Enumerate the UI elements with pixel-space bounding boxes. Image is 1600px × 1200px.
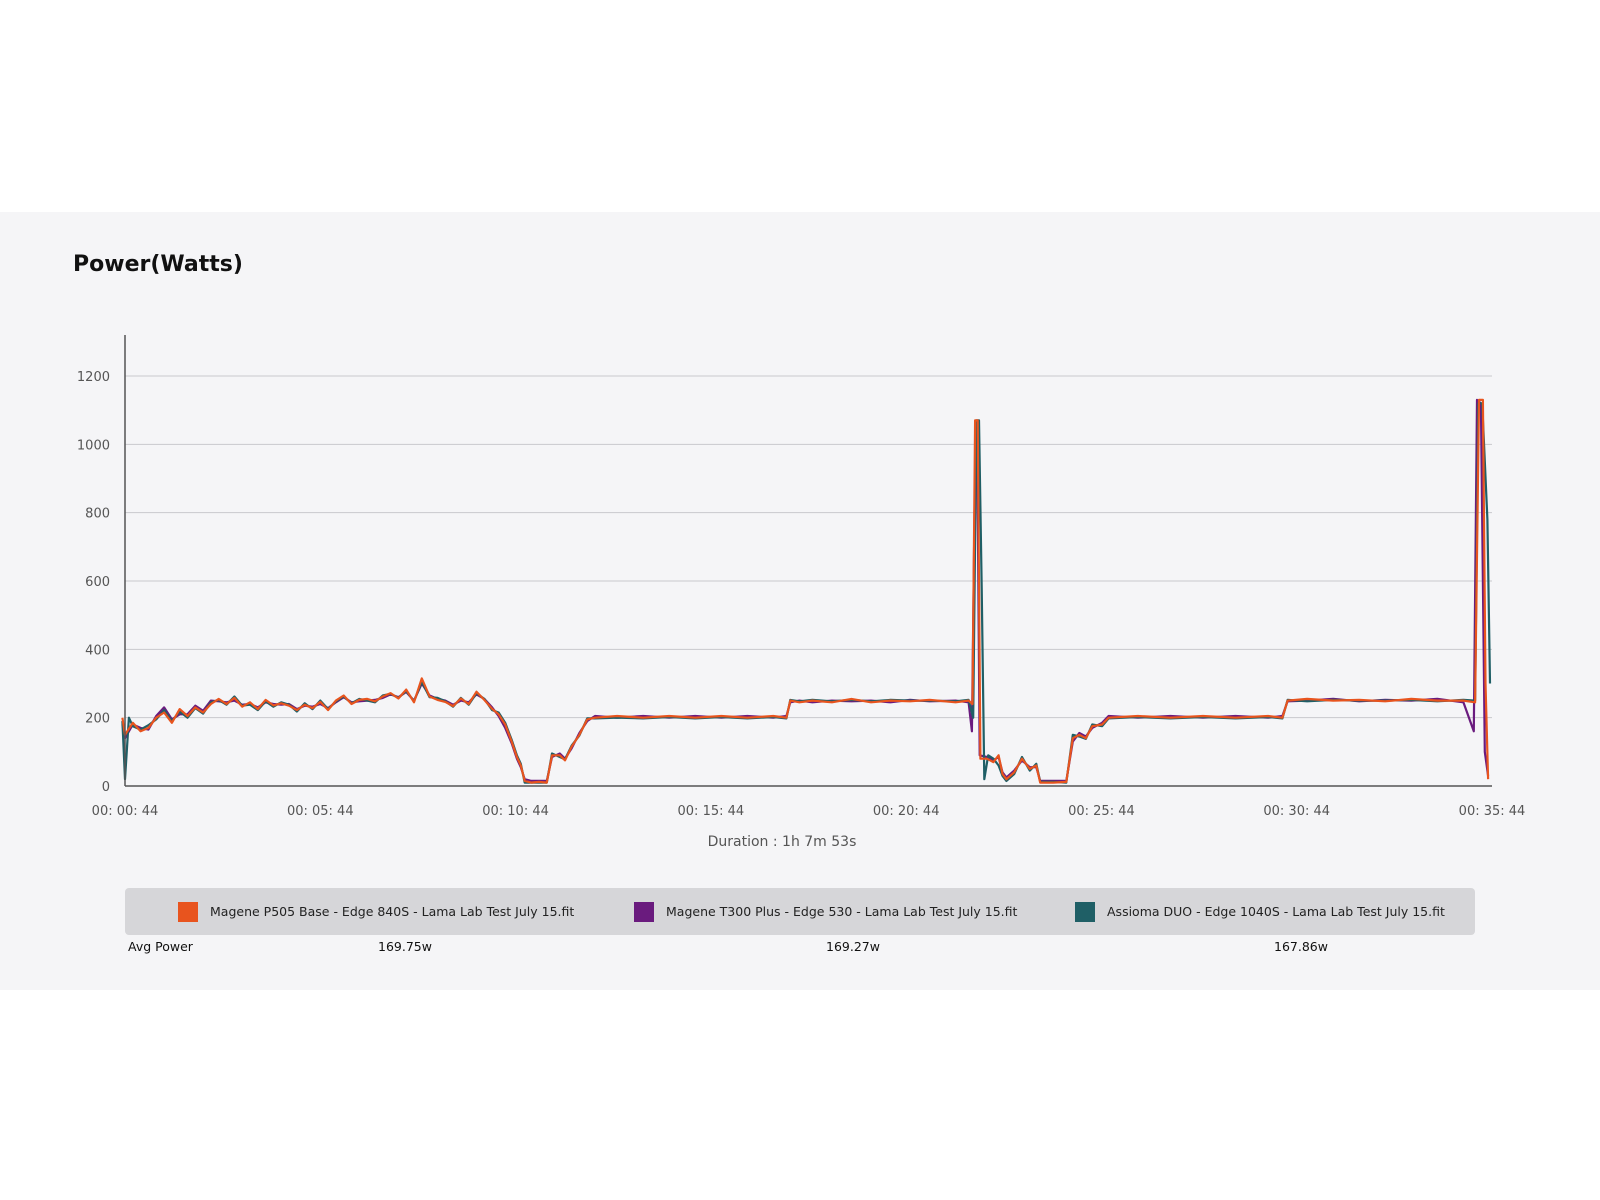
legend-label: Magene T300 Plus - Edge 530 - Lama Lab T… — [666, 904, 1018, 919]
x-tick-label: 00: 30: 44 — [1263, 804, 1330, 819]
y-tick-label: 400 — [85, 643, 110, 658]
y-tick-label: 0 — [102, 780, 110, 795]
legend: Magene P505 Base - Edge 840S - Lama Lab … — [125, 888, 1475, 935]
series-line-2 — [121, 402, 1492, 784]
x-tick-label: 00: 05: 44 — [287, 804, 354, 819]
avg-power-label: Avg Power — [128, 939, 193, 954]
y-tick-label: 800 — [85, 507, 110, 522]
legend-item-assioma-duo[interactable]: Assioma DUO - Edge 1040S - Lama Lab Test… — [1075, 888, 1445, 935]
legend-label: Magene P505 Base - Edge 840S - Lama Lab … — [210, 904, 575, 919]
y-tick-label: 1200 — [77, 370, 110, 385]
legend-label: Assioma DUO - Edge 1040S - Lama Lab Test… — [1107, 904, 1445, 919]
avg-power-value-t300: 169.27w — [826, 939, 880, 954]
avg-power-value-p505: 169.75w — [378, 939, 432, 954]
y-tick-label: 600 — [85, 575, 110, 590]
x-tick-label: 00: 20: 44 — [873, 804, 940, 819]
x-tick-label: 00: 00: 44 — [92, 804, 159, 819]
x-axis-tick-labels: 00: 00: 44 00: 05: 44 00: 10: 44 00: 15: 44… — [92, 804, 1526, 819]
y-tick-label: 1000 — [77, 438, 110, 453]
x-tick-label: 00: 35: 44 — [1459, 804, 1526, 819]
grid-lines — [125, 375, 1492, 719]
avg-power-value-assioma: 167.86w — [1274, 939, 1328, 954]
y-tick-label: 200 — [85, 712, 110, 727]
series-line-1 — [121, 398, 1490, 782]
chart-panel: Power(Watts) 0 200 400 600 800 1000 1200 00: 0… — [0, 212, 1600, 990]
y-axis-tick-labels: 0 200 400 600 800 1000 1200 — [77, 370, 110, 795]
legend-item-magene-t300[interactable]: Magene T300 Plus - Edge 530 - Lama Lab T… — [634, 888, 1017, 935]
x-tick-label: 00: 10: 44 — [482, 804, 549, 819]
x-tick-label: 00: 15: 44 — [678, 804, 745, 819]
x-tick-label: 00: 25: 44 — [1068, 804, 1135, 819]
x-axis-label: Duration : 1h 7m 53s — [708, 834, 857, 850]
chart-title: Power(Watts) — [73, 252, 243, 277]
series-lines — [121, 398, 1492, 784]
legend-swatch — [178, 901, 198, 922]
legend-swatch — [1075, 901, 1095, 922]
avg-power-row: Avg Power 169.75w 169.27w 167.86w — [0, 939, 1600, 959]
legend-swatch — [634, 901, 654, 922]
series-line-0 — [121, 398, 1490, 784]
legend-item-magene-p505[interactable]: Magene P505 Base - Edge 840S - Lama Lab … — [178, 888, 574, 935]
power-line-chart: 0 200 400 600 800 1000 1200 00: 00: 44 00: 05: … — [77, 335, 1526, 850]
axes — [124, 335, 1492, 787]
